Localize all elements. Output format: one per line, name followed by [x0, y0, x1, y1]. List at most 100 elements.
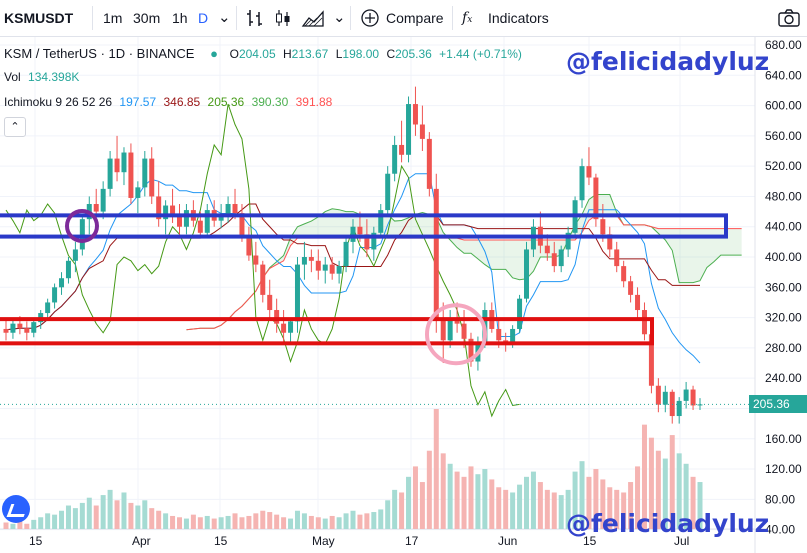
candle-body — [288, 321, 294, 333]
volume-bar — [149, 508, 155, 529]
volume-bar — [600, 479, 606, 529]
candle-body — [350, 226, 356, 242]
volume-bar — [170, 515, 176, 529]
compare-button[interactable]: Compare — [386, 10, 444, 26]
volume-bar — [197, 517, 203, 529]
y-tick-label: 680.00 — [765, 38, 802, 52]
candle-body — [357, 226, 363, 235]
candle-body — [399, 144, 405, 155]
volume-bar — [586, 476, 592, 529]
candle-body — [378, 210, 384, 233]
candle-body — [510, 328, 516, 345]
x-tick-label: Jul — [674, 534, 689, 548]
function-icon[interactable]: fx — [462, 10, 473, 26]
volume-bar — [593, 469, 599, 529]
candle-body — [10, 323, 16, 333]
purple-circle-annotation — [65, 208, 99, 243]
candle-body — [655, 385, 661, 405]
volume-bar — [52, 514, 58, 529]
y-tick-label: 280.00 — [765, 341, 802, 355]
volume-value: 134.398K — [28, 70, 80, 84]
conversion-line — [5, 173, 701, 364]
candle-body — [683, 389, 689, 401]
volume-bar — [204, 515, 210, 529]
camera-icon[interactable] — [777, 6, 801, 30]
volume-bar — [447, 463, 453, 529]
candle-body — [614, 249, 620, 267]
candle-body — [17, 323, 23, 329]
volume-bar — [183, 518, 189, 529]
candle-body — [149, 158, 155, 197]
volume-bar — [510, 492, 516, 529]
volume-bar — [517, 484, 523, 529]
chevron-down-icon[interactable]: ⌄ — [218, 9, 231, 26]
last-price-label: 205.36 — [749, 395, 807, 414]
volume-bar — [579, 461, 585, 529]
volume-bar — [454, 471, 460, 529]
volume-bar — [440, 453, 446, 529]
y-tick-label: 80.00 — [765, 492, 795, 506]
candle-body — [308, 257, 314, 261]
candle-body — [183, 210, 189, 227]
candle-body — [121, 152, 127, 173]
candle-body — [628, 281, 634, 295]
y-tick-label: 120.00 — [765, 462, 802, 476]
candle-body — [170, 205, 176, 216]
y-tick-label: 40.00 — [765, 523, 795, 537]
ichimoku-conversion: 197.57 — [119, 95, 157, 109]
watermark-bottom: @felicidadyluz — [566, 509, 770, 538]
volume-bar — [24, 523, 30, 529]
candle-body — [24, 328, 30, 333]
candle-body — [635, 294, 641, 311]
interval-d[interactable]: D — [198, 10, 209, 26]
volume-bar — [59, 510, 65, 529]
volume-bar — [177, 517, 182, 529]
volume-bar — [468, 466, 474, 529]
tradingview-logo[interactable] — [2, 495, 30, 523]
candle-body — [281, 323, 287, 333]
volume-bar — [565, 489, 571, 529]
candle-body — [107, 158, 113, 189]
pink-circle-annotation — [425, 303, 487, 366]
candle-body — [440, 317, 446, 341]
interval-1m[interactable]: 1m — [103, 10, 123, 26]
volume-bar — [621, 492, 627, 529]
volume-bar — [45, 513, 51, 529]
candle-body — [447, 317, 453, 341]
volume-bar — [399, 492, 405, 529]
volume-bar — [288, 518, 294, 529]
y-tick-label: 360.00 — [765, 280, 802, 294]
collapse-legend-icon[interactable]: ⌃ — [4, 117, 26, 137]
interval-1h[interactable]: 1h — [172, 10, 188, 26]
candle-body — [274, 310, 280, 324]
candle-body — [218, 215, 224, 221]
indicators-button[interactable]: Indicators — [488, 10, 549, 26]
candle-body — [468, 338, 474, 362]
pair-title: KSM / TetherUS · 1D · BINANCE — [4, 46, 195, 61]
symbol-search[interactable]: KSMUSDT — [4, 10, 74, 26]
resistance-zone-box — [0, 213, 728, 239]
candle-body — [315, 260, 321, 271]
candle-body — [72, 249, 78, 261]
candle-body — [662, 391, 668, 405]
volume-bar — [225, 515, 231, 529]
candle-body — [79, 219, 85, 250]
volume-bar — [274, 514, 280, 529]
candle-body — [336, 266, 342, 274]
interval-30m[interactable]: 30m — [133, 10, 161, 26]
ichimoku-lagging: 205.36 — [207, 95, 245, 109]
volume-bar — [628, 482, 634, 529]
volume-bar — [385, 500, 391, 529]
volume-bar — [38, 517, 44, 529]
y-tick-label: 600.00 — [765, 99, 802, 113]
chevron-down-icon[interactable]: ⌄ — [333, 9, 346, 26]
volume-bar — [482, 469, 488, 529]
volume-bar — [690, 476, 696, 529]
volume-bar — [683, 463, 689, 529]
candle-body — [544, 245, 550, 254]
volume-bar — [322, 518, 328, 529]
volume-bar — [211, 518, 217, 529]
price-chart[interactable]: 680.00 640.00 600.00 560.00 520.00 480.00 440.… — [0, 37, 807, 553]
chart-area[interactable]: 680.00 640.00 600.00 560.00 520.00 480.00 440.… — [0, 37, 807, 553]
toolbar-divider — [350, 6, 351, 30]
